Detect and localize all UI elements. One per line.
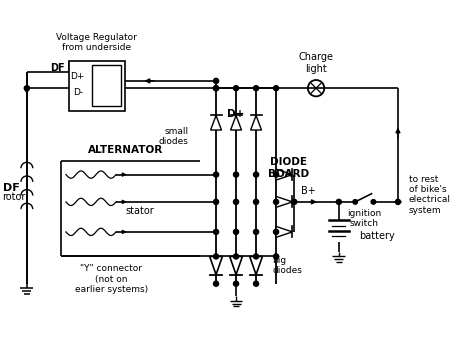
Circle shape [213, 86, 219, 91]
Polygon shape [250, 256, 262, 275]
Text: rotor: rotor [2, 192, 25, 202]
Circle shape [213, 199, 219, 204]
Circle shape [336, 199, 341, 204]
Text: DF: DF [3, 183, 19, 193]
Text: DF: DF [51, 63, 65, 73]
Polygon shape [276, 196, 292, 207]
Text: "Y" connector
(not on
earlier systems): "Y" connector (not on earlier systems) [75, 264, 148, 294]
Polygon shape [251, 116, 262, 130]
Circle shape [234, 229, 239, 235]
Circle shape [371, 199, 376, 204]
Text: B+: B+ [300, 186, 315, 196]
Polygon shape [230, 116, 242, 130]
Circle shape [234, 281, 239, 286]
Text: battery: battery [359, 231, 395, 240]
Circle shape [353, 199, 358, 204]
Text: ignition
switch: ignition switch [347, 209, 382, 228]
Text: D+: D+ [71, 72, 85, 81]
Circle shape [273, 86, 279, 91]
Circle shape [273, 172, 279, 177]
Circle shape [253, 281, 258, 286]
Circle shape [213, 229, 219, 235]
FancyBboxPatch shape [69, 61, 125, 111]
Circle shape [213, 281, 219, 286]
Circle shape [213, 78, 219, 84]
Circle shape [396, 199, 400, 204]
Circle shape [253, 254, 258, 259]
Text: D-: D- [73, 88, 83, 97]
Text: big
diodes: big diodes [272, 256, 302, 275]
Text: stator: stator [125, 206, 154, 216]
Circle shape [234, 199, 239, 204]
Polygon shape [230, 256, 243, 275]
Circle shape [234, 172, 239, 177]
Polygon shape [276, 226, 292, 237]
Circle shape [234, 254, 239, 259]
Circle shape [234, 86, 239, 91]
Circle shape [253, 172, 258, 177]
Circle shape [213, 172, 219, 177]
Text: ALTERNATOR: ALTERNATOR [87, 145, 163, 155]
Text: Voltage Regulator
from underside: Voltage Regulator from underside [56, 33, 138, 53]
Circle shape [273, 254, 279, 259]
Circle shape [24, 86, 29, 91]
Circle shape [213, 86, 219, 91]
Text: Charge
light: Charge light [299, 52, 334, 74]
Circle shape [273, 229, 279, 235]
Circle shape [273, 199, 279, 204]
Polygon shape [211, 116, 221, 130]
Circle shape [253, 229, 258, 235]
Text: DIODE
BOARD: DIODE BOARD [268, 158, 309, 179]
Circle shape [253, 199, 258, 204]
Text: D+: D+ [227, 109, 245, 119]
FancyBboxPatch shape [92, 65, 121, 106]
Circle shape [213, 254, 219, 259]
Polygon shape [210, 256, 222, 275]
Circle shape [253, 86, 258, 91]
Text: small
diodes: small diodes [159, 127, 189, 146]
Text: to rest
of bike's
electrical
system: to rest of bike's electrical system [409, 175, 451, 215]
Circle shape [292, 199, 297, 204]
Polygon shape [276, 169, 292, 180]
